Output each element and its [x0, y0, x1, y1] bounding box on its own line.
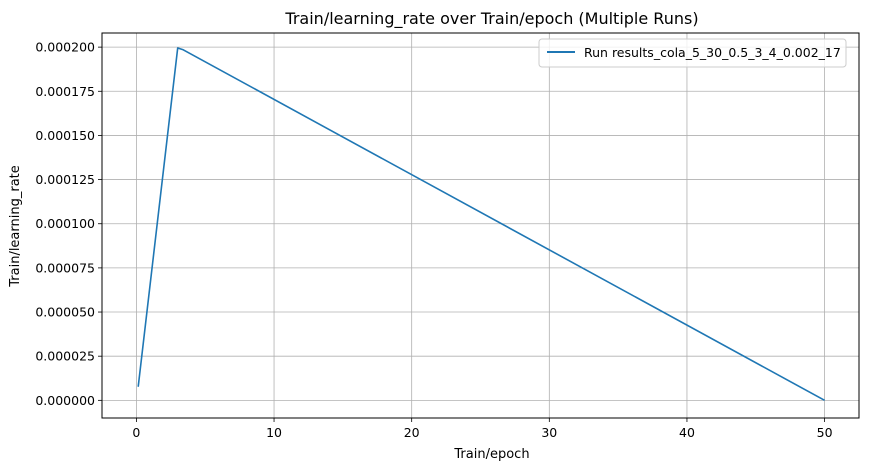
y-tick-label: 0.000175	[35, 84, 95, 99]
legend-box	[538, 38, 847, 68]
y-tick-label: 0.000100	[35, 216, 95, 231]
x-tick-label: 30	[541, 425, 557, 440]
y-tick-label: 0.000050	[35, 305, 95, 320]
y-tick-label: 0.000150	[35, 128, 95, 143]
legend-entry-label: Run results_cola_5_30_0.5_3_4_0.002_17	[584, 45, 841, 60]
chart-title: Train/learning_rate over Train/epoch (Mu…	[284, 9, 698, 29]
x-axis-label: Train/epoch	[453, 447, 529, 462]
plot-frame	[101, 32, 860, 419]
series-layer	[137, 47, 825, 402]
x-tick-label: 20	[404, 425, 420, 440]
y-tick-label: 0.000075	[35, 260, 95, 275]
x-tick-label: 10	[266, 425, 282, 440]
series-line	[137, 47, 825, 402]
plot-area	[101, 32, 860, 419]
x-tick-label: 0	[132, 425, 140, 440]
y-tick-label: 0.000025	[35, 349, 95, 364]
y-axis: 0.000000 0.000025 0.000050 0.000075 0.000100…	[35, 40, 102, 408]
y-tick-label: 0.000125	[35, 172, 95, 187]
y-tick-label: 0.000200	[35, 40, 95, 55]
legend: Run results_cola_5_30_0.5_3_4_0.002_17	[538, 38, 847, 68]
grid	[102, 33, 859, 418]
x-axis: 0 10 20 30 40 50	[132, 418, 833, 440]
x-tick-label: 50	[817, 425, 833, 440]
x-tick-label: 40	[679, 425, 695, 440]
y-axis-label: Train/learning_rate	[8, 165, 23, 288]
y-tick-label: 0.000000	[35, 393, 95, 408]
